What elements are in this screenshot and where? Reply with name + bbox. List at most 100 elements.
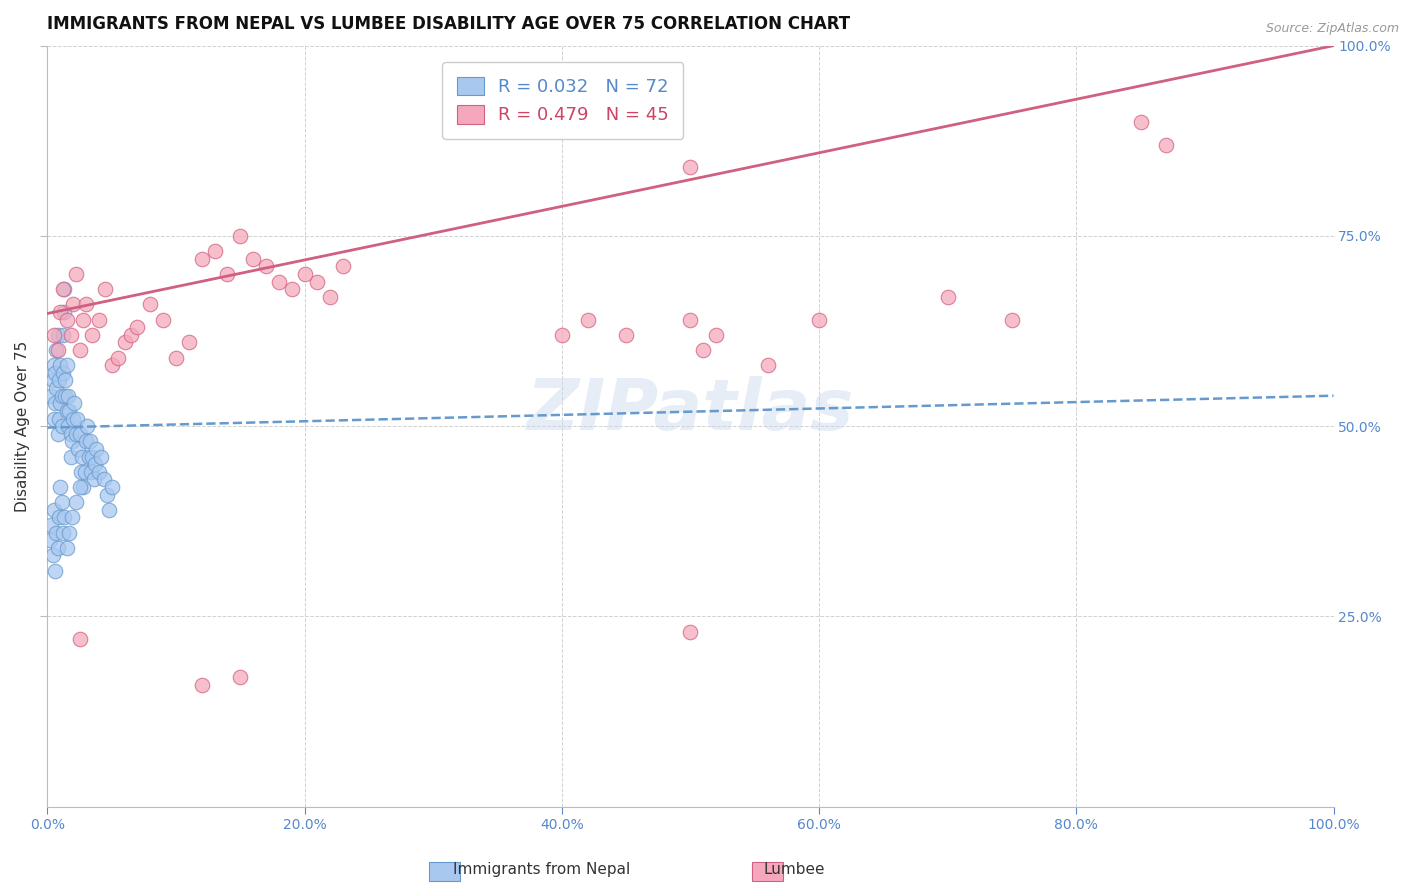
Point bbox=[165, 351, 187, 365]
Point bbox=[44, 396, 66, 410]
Point bbox=[65, 426, 87, 441]
Point bbox=[59, 327, 82, 342]
Point bbox=[52, 282, 75, 296]
Point bbox=[294, 267, 316, 281]
Point bbox=[41, 374, 63, 388]
Point bbox=[52, 366, 75, 380]
Point bbox=[44, 564, 66, 578]
Point bbox=[576, 312, 599, 326]
Point bbox=[82, 327, 104, 342]
Point bbox=[53, 282, 76, 296]
Point bbox=[127, 320, 149, 334]
Point bbox=[679, 624, 702, 639]
Point bbox=[51, 495, 73, 509]
Point bbox=[280, 282, 302, 296]
Point bbox=[58, 404, 80, 418]
Point bbox=[60, 510, 83, 524]
Point bbox=[48, 411, 70, 425]
Point bbox=[62, 297, 84, 311]
Point bbox=[39, 533, 62, 548]
Point bbox=[936, 290, 959, 304]
Point bbox=[63, 396, 86, 410]
Point bbox=[120, 327, 142, 342]
Point bbox=[55, 404, 77, 418]
Point bbox=[59, 450, 82, 464]
Point bbox=[42, 327, 65, 342]
Point bbox=[66, 411, 89, 425]
Point bbox=[177, 335, 200, 350]
Point bbox=[46, 343, 69, 357]
Point bbox=[49, 305, 72, 319]
Point bbox=[84, 442, 107, 456]
Point bbox=[51, 389, 73, 403]
Point bbox=[53, 305, 76, 319]
Point bbox=[1156, 137, 1178, 152]
Point bbox=[152, 312, 174, 326]
Point bbox=[65, 495, 87, 509]
Point bbox=[44, 366, 66, 380]
Point bbox=[190, 252, 212, 266]
Point bbox=[319, 290, 342, 304]
Point bbox=[93, 472, 115, 486]
Point bbox=[242, 252, 264, 266]
Point bbox=[551, 327, 574, 342]
Point bbox=[100, 358, 122, 372]
Point bbox=[1129, 115, 1152, 129]
Point bbox=[190, 678, 212, 692]
Point bbox=[217, 267, 239, 281]
Point bbox=[114, 335, 136, 350]
Point bbox=[39, 389, 62, 403]
Point bbox=[45, 525, 67, 540]
Point bbox=[42, 411, 65, 425]
Point bbox=[704, 327, 727, 342]
Text: Lumbee: Lumbee bbox=[763, 863, 825, 877]
Point bbox=[46, 327, 69, 342]
Point bbox=[53, 510, 76, 524]
Point bbox=[139, 297, 162, 311]
Point bbox=[229, 228, 252, 243]
Point bbox=[80, 465, 103, 479]
Point bbox=[46, 541, 69, 555]
Point bbox=[679, 312, 702, 326]
Point bbox=[72, 480, 94, 494]
Point bbox=[52, 525, 75, 540]
Point bbox=[98, 503, 121, 517]
Point bbox=[46, 426, 69, 441]
Point bbox=[69, 480, 91, 494]
Point bbox=[60, 434, 83, 449]
Point bbox=[55, 358, 77, 372]
Point bbox=[332, 260, 354, 274]
Point bbox=[75, 297, 97, 311]
Point bbox=[49, 396, 72, 410]
Point bbox=[82, 450, 104, 464]
Legend: R = 0.032   N = 72, R = 0.479   N = 45: R = 0.032 N = 72, R = 0.479 N = 45 bbox=[443, 62, 683, 139]
Point bbox=[94, 282, 117, 296]
Point bbox=[59, 426, 82, 441]
Point bbox=[62, 411, 84, 425]
Point bbox=[72, 312, 94, 326]
Point bbox=[65, 267, 87, 281]
Point bbox=[679, 161, 702, 175]
Point bbox=[55, 541, 77, 555]
Point bbox=[87, 465, 110, 479]
Point bbox=[58, 525, 80, 540]
Point bbox=[55, 312, 77, 326]
Point bbox=[75, 434, 97, 449]
Point bbox=[77, 450, 100, 464]
Point bbox=[53, 389, 76, 403]
Point bbox=[69, 632, 91, 647]
Point bbox=[69, 343, 91, 357]
Point bbox=[107, 351, 129, 365]
Point bbox=[79, 434, 101, 449]
Point bbox=[49, 480, 72, 494]
Point bbox=[42, 503, 65, 517]
Point bbox=[45, 381, 67, 395]
Point bbox=[100, 480, 122, 494]
Point bbox=[204, 244, 226, 259]
Point bbox=[45, 343, 67, 357]
Point bbox=[808, 312, 831, 326]
Point bbox=[76, 419, 98, 434]
Point bbox=[48, 374, 70, 388]
Point bbox=[96, 488, 118, 502]
Point bbox=[692, 343, 714, 357]
